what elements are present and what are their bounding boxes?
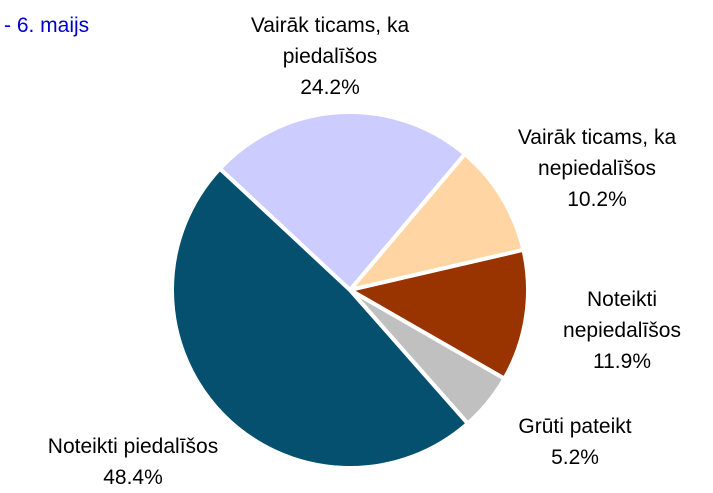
data-label: Vairāk ticams, ka nepiedalīšos 10.2% <box>497 122 697 215</box>
pie-slice <box>217 110 467 292</box>
category-label: Vairāk ticams, ka piedalīšos <box>250 14 410 68</box>
pie-slice <box>170 166 470 470</box>
category-label: Noteikti piedalīšos <box>47 435 219 458</box>
value-label: 10.2% <box>567 188 627 211</box>
pie-slice <box>348 152 526 292</box>
data-label: Grūti pateikt 5.2% <box>475 411 675 473</box>
value-label: 48.4% <box>103 466 163 489</box>
value-label: 11.9% <box>593 350 651 373</box>
data-label: Noteikti nepiedalīšos 11.9% <box>547 284 697 377</box>
value-label: 24.2% <box>300 76 360 99</box>
data-label: Vairāk ticams, ka piedalīšos 24.2% <box>230 10 430 103</box>
category-label: Grūti pateikt <box>518 415 632 438</box>
category-label: Vairāk ticams, ka nepiedalīšos <box>517 126 677 180</box>
pie-slice <box>348 247 530 381</box>
data-label: Noteikti piedalīšos 48.4% <box>3 431 263 493</box>
value-label: 5.2% <box>551 446 599 469</box>
subtitle: - 6. maijs <box>4 14 90 37</box>
category-label: Noteikti nepiedalīšos <box>563 288 681 342</box>
